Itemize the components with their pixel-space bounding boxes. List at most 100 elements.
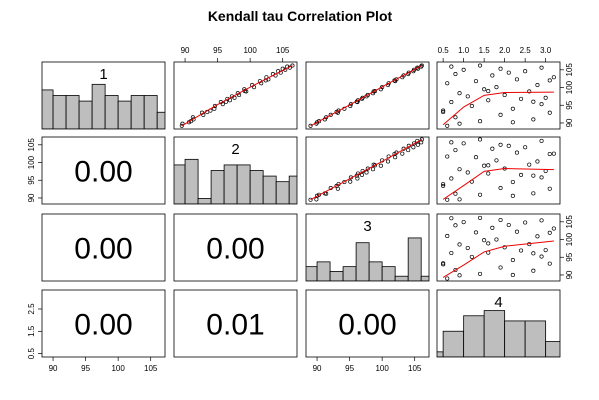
histogram-bar: [78, 100, 93, 129]
correlation-value: 0.00: [74, 156, 132, 189]
scatter-point: [510, 106, 515, 111]
x-tick-label: 90: [313, 364, 322, 373]
scatter-point: [400, 151, 405, 156]
histogram-bar: [249, 170, 264, 204]
scatter-point: [518, 172, 524, 177]
panel-frame: [436, 213, 561, 282]
scatter-point: [453, 267, 458, 273]
scatter-point: [498, 265, 503, 270]
scatter-point: [539, 175, 544, 180]
scatter-point: [490, 73, 495, 78]
scatter-point: [547, 186, 552, 191]
scatter-point: [220, 102, 225, 107]
scatter-point: [419, 63, 424, 68]
variable-label: 3: [363, 218, 371, 235]
correlation-value: 0.00: [206, 233, 264, 266]
scatter-point: [473, 155, 479, 160]
scatter-point: [510, 193, 515, 198]
scatter-point: [457, 242, 462, 247]
scatter-point: [498, 112, 503, 117]
scatter-point: [392, 78, 397, 83]
scatter-point: [531, 117, 536, 122]
panel-frame: [173, 61, 298, 130]
y-tick-label: 90: [27, 193, 36, 202]
scatter-point: [324, 115, 329, 120]
scatter-point: [355, 176, 360, 181]
histogram-bar: [394, 275, 409, 281]
scatter-point: [539, 254, 544, 259]
y-tick-label: 105: [565, 215, 574, 229]
y-tick-label: 95: [565, 252, 574, 261]
scatter-point: [449, 216, 454, 221]
x-tick-label: 3.0: [540, 46, 552, 55]
scatter-point: [449, 176, 454, 181]
histogram-bar: [329, 271, 344, 281]
panel-frame: [436, 61, 561, 130]
scatter-point: [531, 99, 536, 104]
histogram-bar: [65, 95, 80, 129]
scatter-point: [486, 171, 491, 176]
variable-label: 1: [99, 66, 107, 83]
scatter-point: [453, 115, 458, 120]
smooth-line: [442, 240, 554, 278]
scatter-point: [486, 163, 491, 168]
scatter-point: [445, 233, 450, 239]
scatter-point: [543, 248, 548, 253]
panel: [308, 137, 424, 202]
scatter-point: [441, 109, 446, 115]
panel-frame: [436, 136, 561, 205]
scatter-point: [527, 89, 532, 94]
scatter-point: [457, 273, 462, 278]
panel: 3: [306, 218, 429, 281]
scatter-point: [506, 70, 511, 75]
scatter-point: [502, 245, 507, 250]
y-tick-label: 100: [27, 155, 36, 169]
x-tick-label: 2.0: [499, 46, 511, 55]
x-tick-label: 1.0: [458, 46, 470, 55]
scatter-point: [385, 159, 391, 164]
scatter-point: [419, 140, 424, 145]
smooth-line: [181, 65, 293, 127]
histogram-bar: [223, 164, 238, 204]
scatter-point: [551, 151, 556, 156]
x-tick-label: 100: [375, 364, 389, 373]
scatter-point: [465, 170, 470, 175]
panel-frame: [305, 61, 430, 130]
scatter-point: [461, 141, 466, 146]
scatter-point: [523, 145, 528, 150]
scatter-point: [514, 229, 520, 234]
scatter-point: [477, 192, 483, 197]
scatter-point: [514, 150, 520, 155]
scatter-point: [453, 148, 458, 153]
scatter-point: [477, 215, 483, 220]
smooth-line: [310, 65, 423, 127]
panel: [308, 63, 424, 128]
x-tick-label: 90: [49, 364, 58, 373]
scatter-point: [457, 167, 462, 172]
x-tick-label: 0.5: [438, 46, 450, 55]
scatter-point: [441, 262, 446, 267]
scatter-point: [290, 63, 295, 68]
y-tick-label: 2.5: [27, 303, 36, 315]
scatter-point: [348, 179, 353, 184]
histogram-bar: [130, 95, 145, 129]
y-tick-label: 0.5: [27, 348, 36, 360]
x-tick-label: 95: [345, 364, 354, 373]
scatter-point: [547, 78, 552, 83]
scatter-point: [380, 85, 385, 90]
scatter-point: [365, 92, 370, 98]
histogram-bar: [381, 266, 396, 281]
scatter-point: [527, 162, 532, 167]
y-tick-label: 95: [27, 175, 36, 184]
scatter-point: [477, 63, 483, 68]
scatter-point: [547, 261, 552, 266]
scatter-point: [502, 92, 507, 98]
histogram-bar: [355, 242, 370, 281]
scatter-point: [473, 230, 479, 235]
y-tick-label: 1.5: [27, 325, 36, 337]
panel: 1: [42, 66, 165, 129]
x-tick-label: 95: [81, 364, 90, 373]
y-tick-label: 90: [565, 118, 574, 127]
scatter-point: [486, 241, 491, 246]
scatter-point: [510, 272, 515, 278]
